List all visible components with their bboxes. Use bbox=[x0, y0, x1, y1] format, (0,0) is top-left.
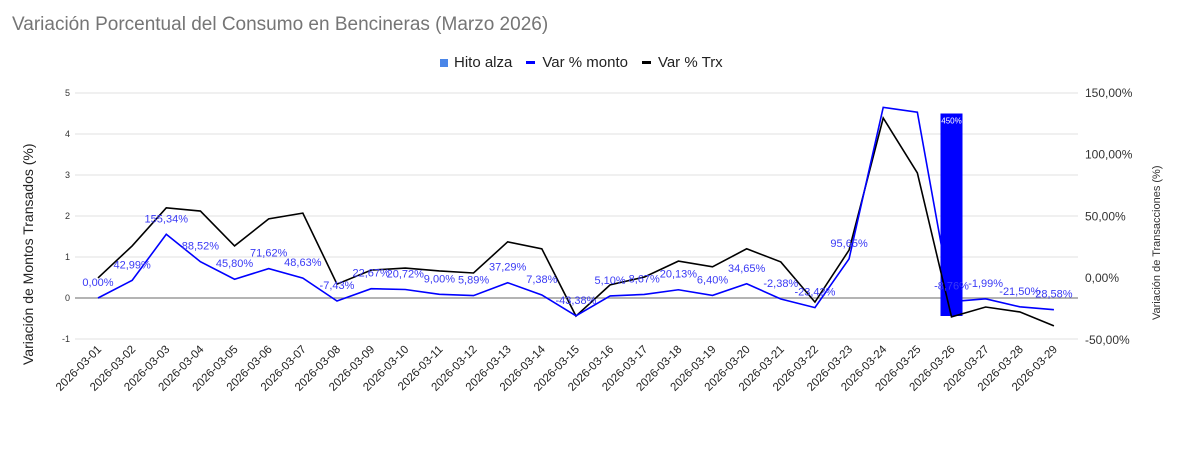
y-tick-right: -50,00% bbox=[1085, 333, 1130, 347]
y-tick-left: 5 bbox=[65, 88, 70, 98]
legend-item-var-monto[interactable]: Var % monto bbox=[526, 54, 628, 71]
data-label: 48,63% bbox=[284, 257, 322, 269]
data-label: 0,00% bbox=[82, 277, 113, 289]
data-label: -21,50% bbox=[999, 286, 1040, 298]
data-label: 9,00% bbox=[424, 273, 455, 285]
data-label: 20,72% bbox=[387, 269, 425, 281]
y-tick-left: 3 bbox=[65, 170, 70, 180]
bar-label: 450% bbox=[941, 117, 961, 126]
y-tick-left: 2 bbox=[65, 211, 70, 221]
data-label: 37,29% bbox=[489, 262, 527, 274]
y-tick-right: 150,00% bbox=[1085, 86, 1133, 100]
data-label: -7,43% bbox=[320, 280, 355, 292]
legend-label: Var % monto bbox=[542, 54, 628, 71]
y-tick-right: 0,00% bbox=[1085, 271, 1119, 285]
data-label: -2,38% bbox=[763, 278, 798, 290]
data-label: 95,65% bbox=[830, 238, 868, 250]
y-tick-right: 50,00% bbox=[1085, 209, 1126, 223]
y-tick-left: 0 bbox=[65, 293, 70, 303]
legend-line-icon bbox=[526, 61, 536, 64]
data-label: -23,42% bbox=[794, 287, 835, 299]
data-label: 45,80% bbox=[216, 258, 254, 270]
legend-square-icon bbox=[440, 58, 448, 67]
data-label: 22,67% bbox=[352, 268, 390, 280]
data-label: 7,38% bbox=[526, 274, 557, 286]
chart-title: Variación Porcentual del Consumo en Benc… bbox=[12, 14, 549, 35]
data-label: 88,52% bbox=[182, 241, 220, 253]
legend-line-icon bbox=[641, 61, 651, 64]
y-tick-left: 1 bbox=[65, 252, 70, 262]
y-tick-left: 4 bbox=[65, 129, 70, 139]
data-label: 71,62% bbox=[250, 248, 288, 260]
data-label: 34,65% bbox=[728, 263, 766, 275]
data-label: 5,89% bbox=[458, 275, 489, 287]
legend-label: Var % Trx bbox=[657, 54, 723, 71]
y-tick-left: -1 bbox=[62, 334, 70, 344]
data-label: -8,76% bbox=[934, 281, 969, 293]
y-tick-right: 100,00% bbox=[1085, 148, 1133, 162]
bar-hito-alza[interactable] bbox=[940, 113, 963, 317]
data-label: 155,34% bbox=[145, 213, 189, 225]
chart-legend: Hito alza Var % monto Var % Trx bbox=[440, 54, 737, 71]
data-label: 5,10% bbox=[594, 275, 625, 287]
data-label: 28,58% bbox=[1035, 289, 1073, 301]
data-label: -1,99% bbox=[968, 278, 1003, 290]
legend-item-hito-alza[interactable]: Hito alza bbox=[440, 54, 512, 71]
data-label: 8,67% bbox=[629, 273, 660, 285]
legend-label: Hito alza bbox=[454, 54, 513, 71]
data-label: 42,99% bbox=[113, 259, 151, 271]
legend-item-var-trx[interactable]: Var % Trx bbox=[641, 54, 723, 71]
data-label: 6,40% bbox=[697, 274, 728, 286]
data-label: 20,13% bbox=[660, 269, 698, 281]
line-var-monto[interactable] bbox=[97, 106, 1054, 317]
data-label: -43,38% bbox=[555, 295, 596, 307]
